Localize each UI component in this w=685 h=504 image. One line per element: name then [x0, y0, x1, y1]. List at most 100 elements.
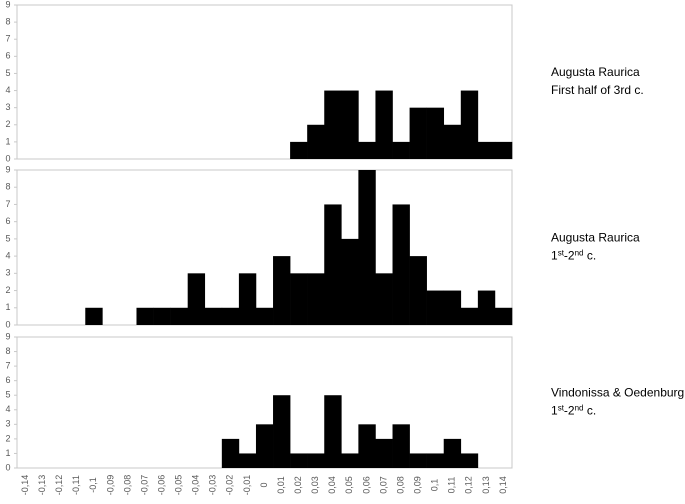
y-tick-label: 4	[5, 85, 10, 95]
y-tick-label: 3	[5, 419, 10, 429]
y-tick-label: 9	[5, 331, 10, 341]
bar	[409, 107, 427, 159]
bar	[409, 453, 427, 468]
x-tick-label: -0,05	[174, 475, 184, 496]
x-tick-label: 0	[259, 482, 269, 487]
bar	[460, 307, 479, 325]
x-tick-label: 0,13	[481, 476, 491, 494]
bar	[324, 204, 342, 325]
bar	[358, 141, 376, 159]
bar	[290, 453, 308, 468]
bar	[358, 424, 376, 468]
y-tick-label: 0	[5, 153, 10, 163]
x-tick-label: 0,05	[344, 476, 354, 494]
y-tick-label: 5	[5, 68, 10, 78]
x-tick-label: 0,01	[276, 476, 286, 494]
bar	[204, 307, 223, 325]
bar	[255, 424, 274, 468]
bar	[153, 307, 171, 325]
x-tick-label: -0,1	[88, 477, 98, 493]
y-tick-label: 2	[5, 119, 10, 129]
y-tick-label: 4	[5, 404, 10, 414]
y-tick-label: 7	[5, 34, 10, 44]
y-tick-label: 0	[5, 319, 10, 329]
panel-label: Augusta Raurica	[551, 65, 640, 79]
bar	[290, 273, 308, 325]
bar	[85, 307, 103, 325]
x-tick-label: 0,04	[327, 476, 337, 494]
x-tick-label: -0,02	[225, 475, 235, 496]
x-tick-label: -0,14	[20, 475, 30, 496]
y-tick-label: 1	[5, 448, 10, 458]
bar	[375, 90, 393, 159]
x-tick-label: 0,12	[464, 476, 474, 494]
bar	[375, 273, 393, 325]
x-tick-label: -0,08	[122, 475, 132, 496]
y-tick-label: 2	[5, 285, 10, 295]
y-tick-label: 9	[5, 0, 10, 9]
bar	[341, 238, 359, 325]
y-tick-label: 7	[5, 199, 10, 209]
x-tick-label: 0,08	[395, 476, 405, 494]
sublabel-part: st	[558, 403, 565, 412]
y-tick-label: 8	[5, 346, 10, 356]
bar	[494, 141, 513, 159]
panel-label: Augusta Raurica	[551, 231, 640, 245]
y-tick-label: 5	[5, 390, 10, 400]
bar	[409, 256, 427, 325]
bar	[443, 124, 462, 159]
bar	[238, 273, 257, 325]
panel-sublabel: First half of 3rd c.	[551, 83, 644, 97]
bar	[443, 290, 462, 325]
y-tick-label: 6	[5, 51, 10, 61]
bar	[341, 90, 359, 159]
x-tick-label: -0,04	[191, 475, 201, 496]
sublabel-part: -2	[564, 249, 575, 263]
x-tick-label: 0,07	[378, 476, 388, 494]
x-tick-label: -0,12	[54, 475, 64, 496]
x-tick-label: -0,06	[156, 475, 166, 496]
sublabel-part: 1	[551, 404, 558, 418]
bar	[494, 307, 513, 325]
bar	[460, 90, 479, 159]
bar	[307, 273, 325, 325]
y-tick-label: 8	[5, 16, 10, 26]
bar	[426, 107, 445, 159]
bar	[273, 256, 291, 325]
bar	[392, 141, 410, 159]
bar	[221, 307, 240, 325]
bar	[290, 141, 308, 159]
sublabel-part: c.	[584, 249, 597, 263]
bar	[187, 273, 206, 325]
bar	[375, 438, 393, 468]
x-tick-label: -0,01	[242, 475, 252, 496]
y-tick-label: 6	[5, 375, 10, 385]
x-tick-label: 0,11	[447, 477, 457, 494]
bar	[238, 453, 257, 468]
y-tick-label: 7	[5, 360, 10, 370]
panel-sublabel: 1st-2nd c.	[551, 248, 596, 263]
x-tick-label: 0,09	[412, 476, 422, 494]
bar	[477, 290, 496, 325]
x-tick-label: -0,03	[208, 475, 218, 496]
y-tick-label: 3	[5, 102, 10, 112]
x-tick-label: 0,06	[361, 476, 371, 494]
x-tick-label: 0,03	[310, 476, 320, 494]
bar	[307, 453, 325, 468]
bar	[392, 204, 410, 325]
panel-sublabel: 1st-2nd c.	[551, 403, 596, 418]
sublabel-part: nd	[575, 403, 584, 412]
sublabel-part: nd	[575, 248, 584, 257]
y-tick-label: 1	[5, 136, 10, 146]
bar	[273, 395, 291, 468]
x-tick-label: 0,02	[293, 476, 303, 494]
bar	[324, 395, 342, 468]
bar	[255, 307, 274, 325]
sublabel-part: st	[558, 248, 565, 257]
sublabel-part: 1	[551, 249, 558, 263]
bar	[358, 170, 376, 325]
x-tick-label: 0,14	[498, 476, 508, 494]
sublabel-part: First half of 3rd c.	[551, 83, 644, 97]
plot-frame	[16, 4, 513, 160]
bar	[392, 424, 410, 468]
